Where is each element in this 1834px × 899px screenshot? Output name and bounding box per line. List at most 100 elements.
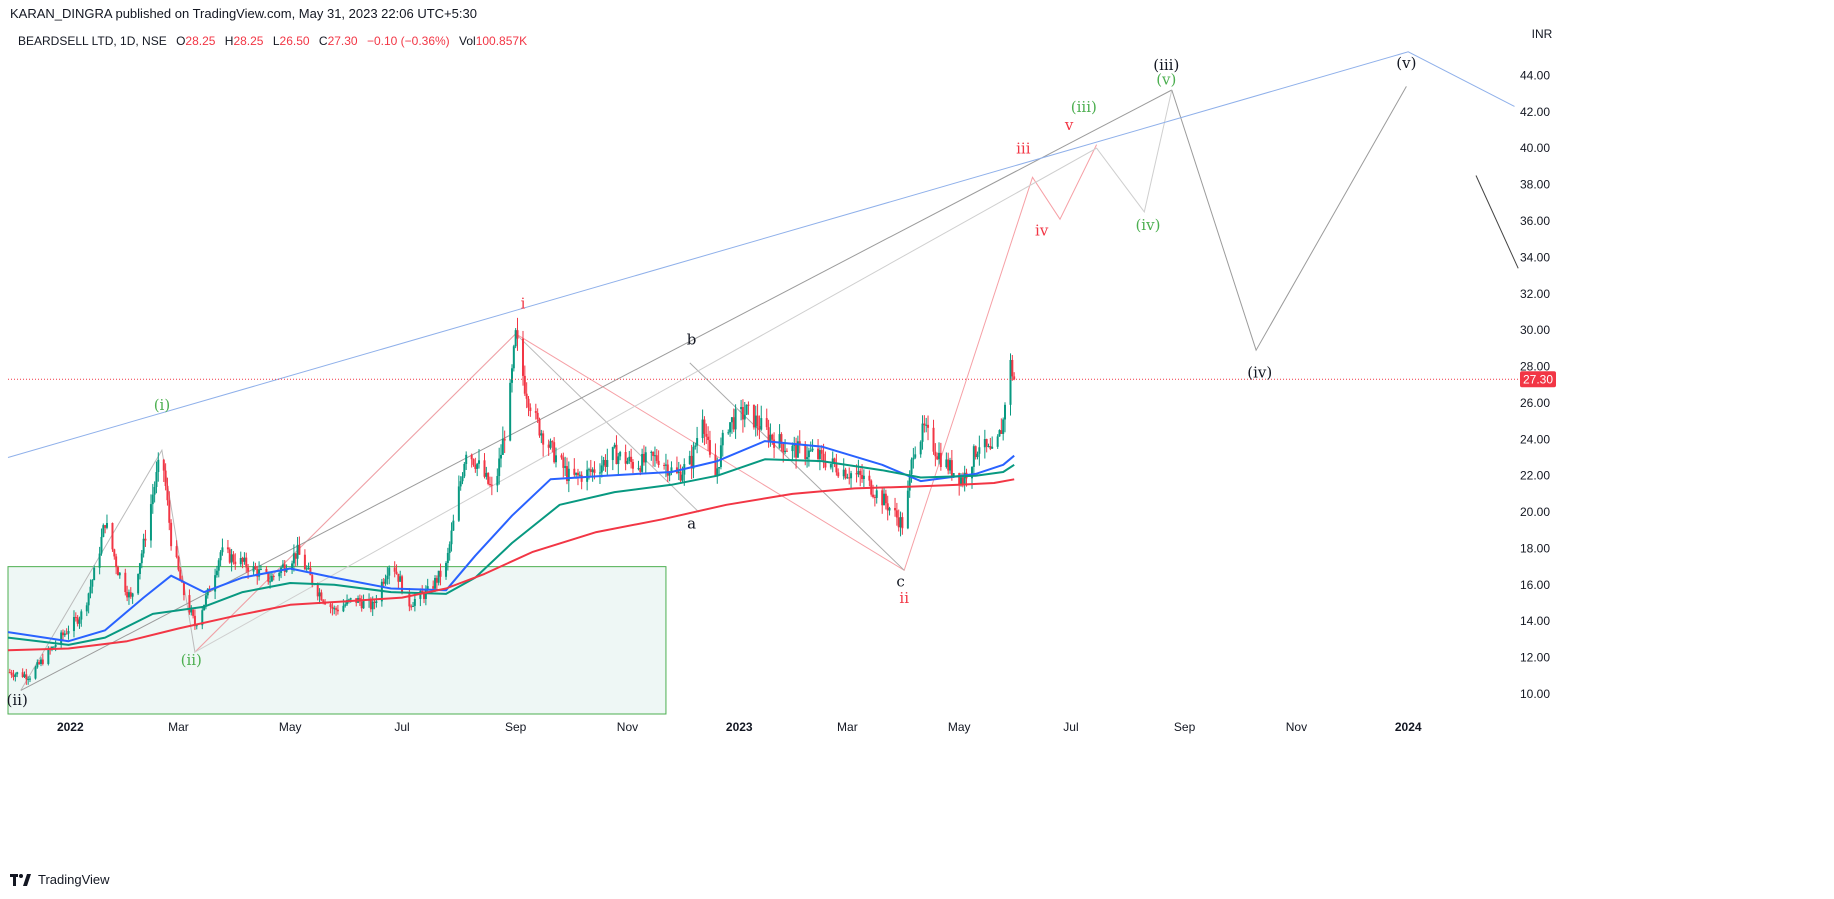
candle <box>498 447 501 485</box>
high-label: H <box>224 34 234 48</box>
moving-average-1[interactable] <box>7 458 1015 646</box>
candle <box>939 442 942 471</box>
candle <box>743 402 746 428</box>
candle <box>820 445 823 461</box>
candle <box>459 476 462 491</box>
candle <box>170 519 173 551</box>
wave-label[interactable]: i <box>521 294 526 312</box>
candle <box>688 450 691 465</box>
price-tick-label: 20.00 <box>1520 505 1550 519</box>
candle <box>503 430 506 454</box>
last-price-badge <box>1520 371 1556 388</box>
candle <box>936 452 939 461</box>
candle <box>540 429 543 444</box>
candle <box>708 430 711 458</box>
wave-line-1[interactable] <box>194 144 1098 653</box>
wave-label[interactable]: (v) <box>1156 71 1176 89</box>
price-tick-label: 44.00 <box>1520 68 1550 82</box>
candle <box>842 458 845 480</box>
candle <box>888 506 891 516</box>
candle <box>190 605 193 616</box>
wave-label[interactable]: ii <box>899 589 909 607</box>
candle <box>1002 417 1005 441</box>
candle <box>329 601 332 614</box>
candle <box>945 452 948 469</box>
wave-label[interactable]: (iii) <box>1153 56 1179 74</box>
candle <box>63 630 66 638</box>
candle <box>294 553 297 567</box>
candle <box>439 563 442 586</box>
wave-label[interactable]: (v) <box>1396 54 1416 72</box>
wave-line-2[interactable] <box>689 362 905 571</box>
wave-line-7[interactable] <box>1475 175 1519 269</box>
candle <box>553 437 556 464</box>
candle <box>85 602 88 617</box>
wave-label[interactable]: (i) <box>154 396 171 414</box>
candle <box>12 669 15 681</box>
time-tick-label: Jul <box>1063 720 1078 734</box>
last-price-label: 27.30 <box>1523 372 1553 386</box>
wave-label[interactable]: (ii) <box>181 651 202 669</box>
candle <box>855 464 858 483</box>
last-price-layer: 27.30 <box>8 371 1556 388</box>
candle <box>126 585 129 602</box>
wave-label[interactable]: v <box>1064 116 1074 134</box>
candle <box>67 625 70 640</box>
candle <box>164 463 167 491</box>
candle <box>773 432 776 459</box>
tradingview-footer[interactable]: TradingView <box>10 872 110 887</box>
candle <box>335 606 338 616</box>
candle <box>320 589 323 601</box>
candle <box>978 435 981 466</box>
wave-label[interactable]: (iv) <box>1247 363 1272 381</box>
candle <box>373 598 376 610</box>
candle <box>857 459 860 478</box>
wave-line-3[interactable] <box>20 89 1173 691</box>
candle <box>707 426 710 451</box>
candle <box>104 524 107 534</box>
range-box[interactable] <box>7 566 667 715</box>
moving-average-0[interactable] <box>7 440 1015 643</box>
time-tick-label: 2024 <box>1395 720 1422 734</box>
candle <box>193 609 196 630</box>
candle <box>21 668 24 678</box>
candle <box>644 446 647 475</box>
candle <box>817 439 820 463</box>
candle <box>714 443 717 477</box>
wave-line-4[interactable] <box>194 89 1173 653</box>
wave-label[interactable]: (iii) <box>1071 98 1097 116</box>
candle <box>934 443 937 467</box>
wave-line-6[interactable] <box>7 51 1515 458</box>
wave-line-5[interactable] <box>1171 86 1407 352</box>
candle <box>28 676 31 683</box>
candle <box>809 441 812 452</box>
volume-label: Vol <box>459 34 476 48</box>
wave-label[interactable]: a <box>687 514 696 532</box>
wave-label[interactable]: iii <box>1016 140 1031 158</box>
candle <box>862 469 865 488</box>
candle <box>399 570 402 582</box>
candle <box>241 556 244 569</box>
candle <box>985 438 988 453</box>
candle <box>769 423 772 447</box>
wave-label[interactable]: (ii) <box>7 691 28 709</box>
wave-label[interactable]: iv <box>1035 222 1049 240</box>
candle <box>393 561 396 578</box>
low-value: 26.50 <box>279 34 310 48</box>
candle <box>254 562 257 570</box>
wave-label[interactable]: (iv) <box>1135 216 1160 234</box>
price-tick-label: 34.00 <box>1520 250 1550 264</box>
wave-label[interactable]: b <box>687 331 697 349</box>
candle <box>362 594 365 609</box>
wave-label[interactable]: c <box>896 573 904 591</box>
candle <box>923 415 926 433</box>
candle <box>316 582 319 601</box>
candle <box>778 424 781 449</box>
candle <box>666 459 669 483</box>
candle <box>305 565 308 572</box>
moving-average-2[interactable] <box>7 478 1015 652</box>
candle <box>307 562 310 570</box>
moving-averages-layer <box>7 440 1015 652</box>
candle <box>796 435 799 458</box>
